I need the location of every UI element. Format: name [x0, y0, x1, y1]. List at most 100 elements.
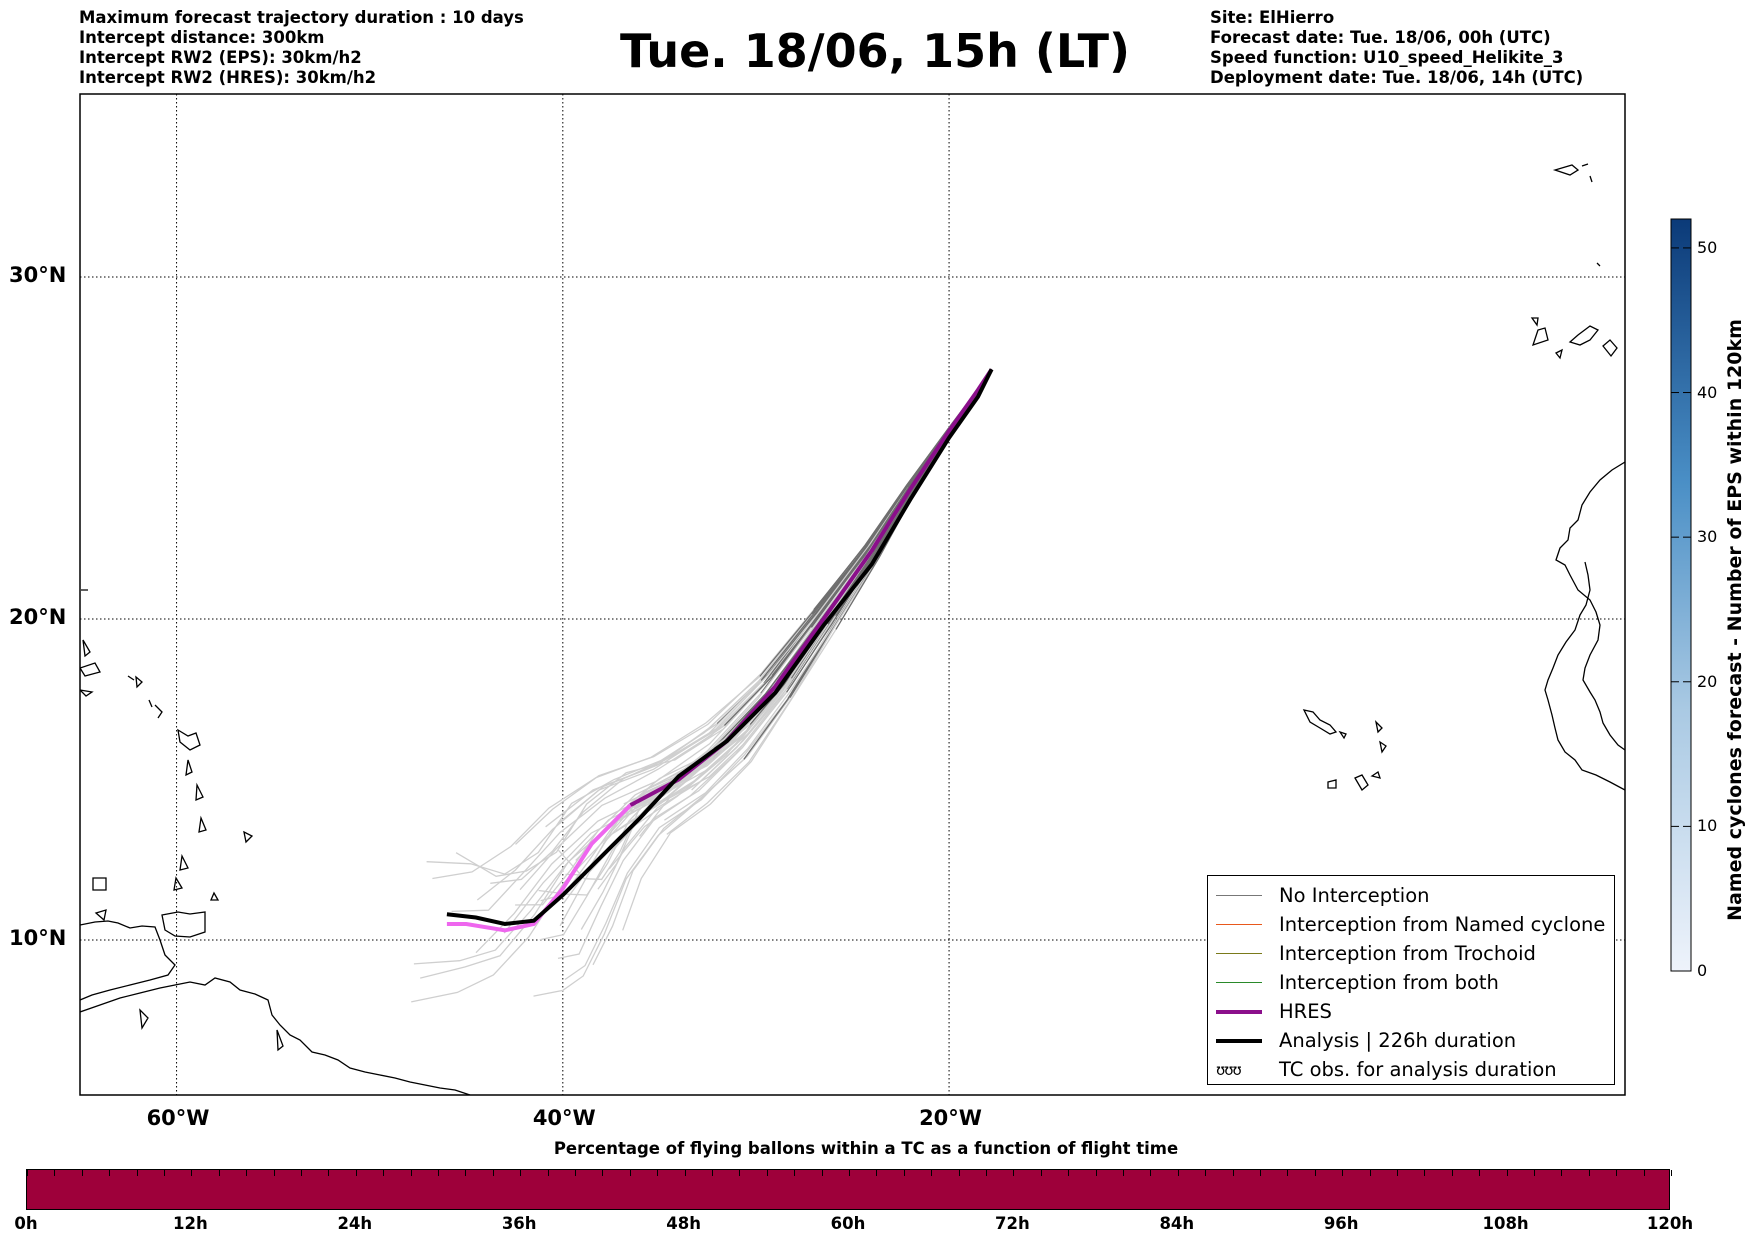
percentage-minor-tick: [602, 1170, 604, 1176]
speed-function-text: Speed function: U10_speed_Helikite_3: [1210, 48, 1564, 67]
percentage-minor-tick: [1397, 1170, 1398, 1176]
percentage-minor-tick: [1260, 1170, 1261, 1176]
percentage-minor-tick: [492, 1170, 494, 1176]
madeira-islands: [1552, 163, 1601, 267]
percentage-minor-tick: [1314, 1170, 1316, 1176]
ensemble-track-far: [608, 623, 829, 870]
ensemble-track-far: [666, 556, 880, 835]
venezuela-coast: [80, 920, 176, 1001]
west-africa-coast: [1544, 561, 1625, 791]
percentage-minor-tick: [1040, 1170, 1042, 1176]
percentage-tick-label: 108h: [1482, 1214, 1529, 1233]
percentage-minor-tick: [1588, 1170, 1590, 1176]
percentage-minor-tick: [1643, 1170, 1645, 1176]
legend-label: Interception from both: [1279, 971, 1499, 994]
percentage-minor-tick: [1123, 1170, 1124, 1176]
percentage-minor-tick: [1013, 1170, 1015, 1176]
run-info-left: Maximum forecast trajectory duration : 1…: [79, 8, 524, 88]
percentage-minor-tick: [109, 1170, 111, 1176]
colorbar-tick-label: 20: [1697, 671, 1718, 691]
percentage-minor-tick: [1369, 1170, 1371, 1176]
ensemble-track-far: [533, 758, 745, 997]
lesser-antilles: [80, 589, 284, 1052]
cape-verde-islands: [1302, 709, 1387, 791]
percentage-minor-tick: [657, 1170, 659, 1176]
ensemble-track-far: [564, 698, 789, 981]
hres-track-far: [446, 803, 632, 933]
percentage-minor-tick: [794, 1170, 796, 1176]
ensemble-track-far: [476, 680, 762, 901]
lon-tick-label: 40°W: [532, 1106, 596, 1130]
percentage-tick-label: 120h: [1646, 1214, 1694, 1233]
legend-item-both: Interception from both: [1216, 968, 1614, 997]
percentage-minor-tick: [136, 1170, 138, 1176]
percentage-tick-label: 96h: [1323, 1214, 1359, 1233]
legend-item-named-cyclone: Interception from Named cyclone: [1216, 910, 1614, 939]
intercept-eps-text: Intercept RW2 (EPS): 30km/h2: [79, 48, 362, 67]
percentage-minor-tick: [1177, 1170, 1179, 1176]
percentage-minor-tick: [465, 1170, 467, 1176]
percentage-minor-tick: [986, 1170, 987, 1176]
colorbar-tick-label: 10: [1697, 816, 1718, 836]
percentage-tick-label: 24h: [337, 1214, 373, 1233]
percentage-minor-tick: [355, 1170, 357, 1176]
percentage-minor-tick: [821, 1170, 823, 1176]
lon-tick-label: 20°W: [919, 1106, 982, 1130]
percentage-tick-label: 12h: [173, 1214, 208, 1233]
legend-label: Interception from Named cyclone: [1279, 913, 1606, 936]
legend-item-analysis: Analysis | 226h duration: [1216, 1026, 1614, 1055]
percentage-tick-label: 72h: [995, 1214, 1030, 1233]
run-info-right: Site: ElHierro Forecast date: Tue. 18/06…: [1210, 8, 1583, 88]
south-america-coast: [80, 977, 471, 1095]
percentage-minor-tick: [931, 1170, 933, 1176]
percentage-tick-label: 60h: [830, 1214, 866, 1233]
ensemble-track-far: [622, 629, 837, 931]
percentage-minor-tick: [766, 1170, 768, 1176]
forecast-date-text: Forecast date: Tue. 18/06, 00h (UTC): [1210, 28, 1551, 47]
percentage-minor-tick: [1479, 1170, 1481, 1176]
site-text: Site: ElHierro: [1210, 8, 1335, 27]
trinidad-coast: [161, 911, 206, 938]
percentage-minor-tick: [164, 1170, 165, 1176]
percentage-minor-tick: [629, 1170, 631, 1176]
coastlines: [80, 163, 1625, 1095]
legend-swatch: [1216, 953, 1262, 954]
nw-africa-coast: [1555, 461, 1625, 751]
main-tracks: [446, 368, 994, 933]
percentage-bar: [26, 1169, 1672, 1210]
percentage-minor-tick: [958, 1170, 960, 1176]
ensemble-track-far: [432, 676, 761, 880]
colorbar-ticks: [1671, 247, 1691, 972]
percentage-minor-tick: [438, 1170, 439, 1176]
colorbar-tick-label: 30: [1697, 527, 1718, 547]
percentage-tick-label: 36h: [501, 1214, 537, 1233]
percentage-minor-tick: [575, 1170, 576, 1176]
percentage-tick-label: 48h: [666, 1214, 701, 1233]
percentage-minor-tick: [684, 1170, 686, 1176]
percentage-minor-tick: [1232, 1170, 1234, 1176]
percentage-tick-label: 84h: [1159, 1214, 1195, 1233]
legend-label: HRES: [1279, 1000, 1332, 1023]
lon-tick-label: 60°W: [146, 1106, 210, 1130]
percentage-minor-tick: [301, 1170, 302, 1176]
intercept-hres-text: Intercept RW2 (HRES): 30km/h2: [79, 68, 377, 87]
legend-swatch: [1216, 895, 1262, 896]
percentage-minor-tick: [273, 1170, 275, 1176]
deployment-date-text: Deployment date: Tue. 18/06, 14h (UTC): [1210, 68, 1584, 87]
ensemble-track-far: [515, 609, 815, 845]
legend-label: TC obs. for analysis duration: [1279, 1058, 1557, 1081]
ensemble-track-far: [592, 697, 791, 966]
percentage-minor-tick: [81, 1170, 83, 1176]
percentage-minor-tick: [739, 1170, 741, 1176]
percentage-minor-tick: [520, 1170, 522, 1176]
colorbar-tick-label: 40: [1697, 382, 1718, 402]
legend-item-hres: HRES: [1216, 997, 1614, 1026]
percentage-minor-tick: [1287, 1170, 1289, 1176]
legend-item-trochoid: Interception from Trochoid: [1216, 939, 1614, 968]
percentage-minor-tick: [54, 1170, 56, 1176]
legend-swatch: [1216, 924, 1262, 925]
lat-tick-label: 30°N: [9, 263, 67, 287]
percentage-minor-tick: [191, 1170, 193, 1176]
tc-symbol-icon: ʊʊʊ: [1216, 1060, 1242, 1079]
